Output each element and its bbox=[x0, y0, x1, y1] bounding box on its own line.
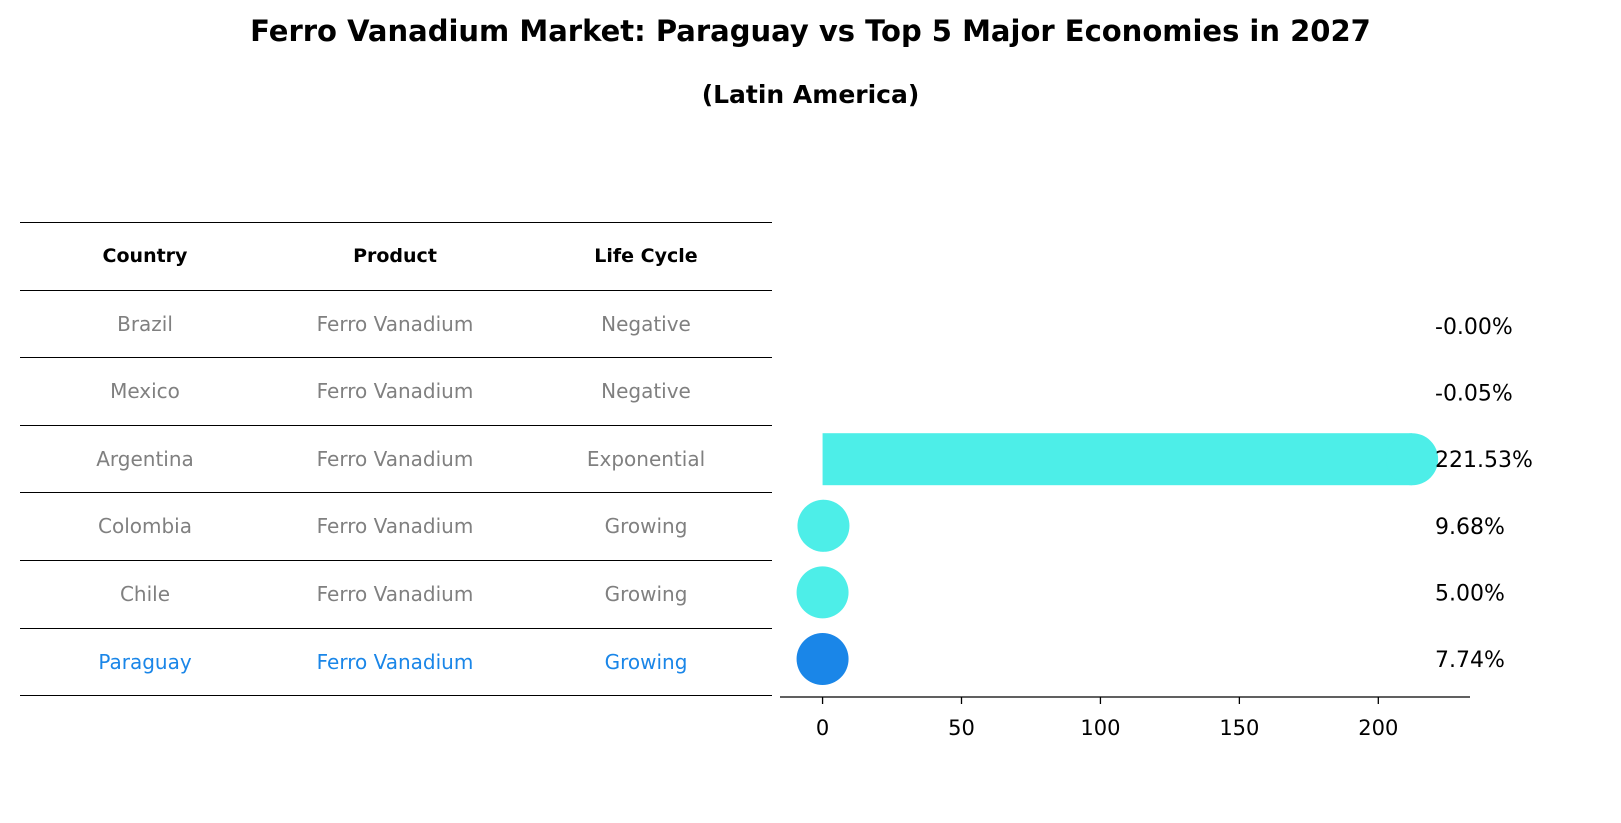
value-label: -0.05% bbox=[1435, 382, 1513, 407]
product-cell: Ferro Vanadium bbox=[316, 379, 474, 404]
chart-title: Ferro Vanadium Market: Paraguay vs Top 5… bbox=[250, 14, 1371, 48]
value-label: -0.00% bbox=[1435, 315, 1513, 340]
life-cycle-cell: Growing bbox=[604, 649, 688, 674]
table-row: Brazil Ferro Vanadium Negative bbox=[20, 289, 772, 358]
bar-argentina bbox=[822, 433, 1413, 486]
life-cycle-cell: Growing bbox=[604, 581, 688, 606]
x-tick-label: 200 bbox=[1358, 716, 1398, 740]
header-life-cycle: Life Cycle bbox=[594, 245, 698, 267]
bar-cap-argentina bbox=[1386, 433, 1439, 486]
country-cell: Chile bbox=[119, 581, 171, 606]
table-row-highlight: Paraguay Ferro Vanadium Growing bbox=[20, 627, 772, 697]
life-cycle-cell: Negative bbox=[601, 379, 691, 404]
country-cell: Colombia bbox=[98, 514, 192, 539]
header-product: Product bbox=[353, 245, 437, 267]
bar-chart: -0.00% -0.05% 221.53% 9.68% 5.00% 7.74% 0 50 100… bbox=[780, 315, 1533, 740]
table-row: Chile Ferro Vanadium Growing bbox=[20, 559, 772, 628]
x-tick-label: 0 bbox=[816, 716, 829, 740]
product-cell: Ferro Vanadium bbox=[316, 581, 474, 606]
life-cycle-cell: Exponential bbox=[586, 446, 706, 471]
table-row: Colombia Ferro Vanadium Growing bbox=[20, 492, 772, 560]
table-row: Argentina Ferro Vanadium Exponential bbox=[20, 424, 772, 493]
chart-subtitle: (Latin America) bbox=[701, 80, 920, 109]
table-row: Mexico Ferro Vanadium Negative bbox=[20, 357, 772, 425]
bar-cap-paraguay bbox=[796, 633, 849, 685]
table-header-row: Country Product Life Cycle bbox=[20, 222, 772, 290]
country-table: Country Product Life Cycle Brazil Ferro … bbox=[20, 222, 772, 697]
product-cell: Ferro Vanadium bbox=[316, 311, 474, 336]
product-cell: Ferro Vanadium bbox=[316, 514, 474, 539]
product-cell: Ferro Vanadium bbox=[316, 649, 474, 674]
country-cell: Mexico bbox=[110, 379, 180, 404]
bar-cap-chile bbox=[796, 566, 849, 619]
life-cycle-cell: Growing bbox=[604, 514, 688, 539]
x-tick-label: 50 bbox=[948, 716, 975, 740]
bar-cap-colombia bbox=[797, 499, 850, 552]
header-country: Country bbox=[102, 245, 188, 267]
product-cell: Ferro Vanadium bbox=[316, 446, 474, 471]
value-label: 7.74% bbox=[1435, 648, 1505, 673]
x-tick-label: 100 bbox=[1080, 716, 1120, 740]
country-cell: Argentina bbox=[96, 446, 194, 471]
country-cell: Paraguay bbox=[98, 649, 192, 674]
value-label: 221.53% bbox=[1435, 448, 1533, 473]
value-label: 9.68% bbox=[1435, 515, 1505, 540]
life-cycle-cell: Negative bbox=[601, 311, 691, 336]
value-label: 5.00% bbox=[1435, 581, 1505, 606]
country-cell: Brazil bbox=[117, 311, 173, 336]
x-tick-label: 150 bbox=[1219, 716, 1259, 740]
